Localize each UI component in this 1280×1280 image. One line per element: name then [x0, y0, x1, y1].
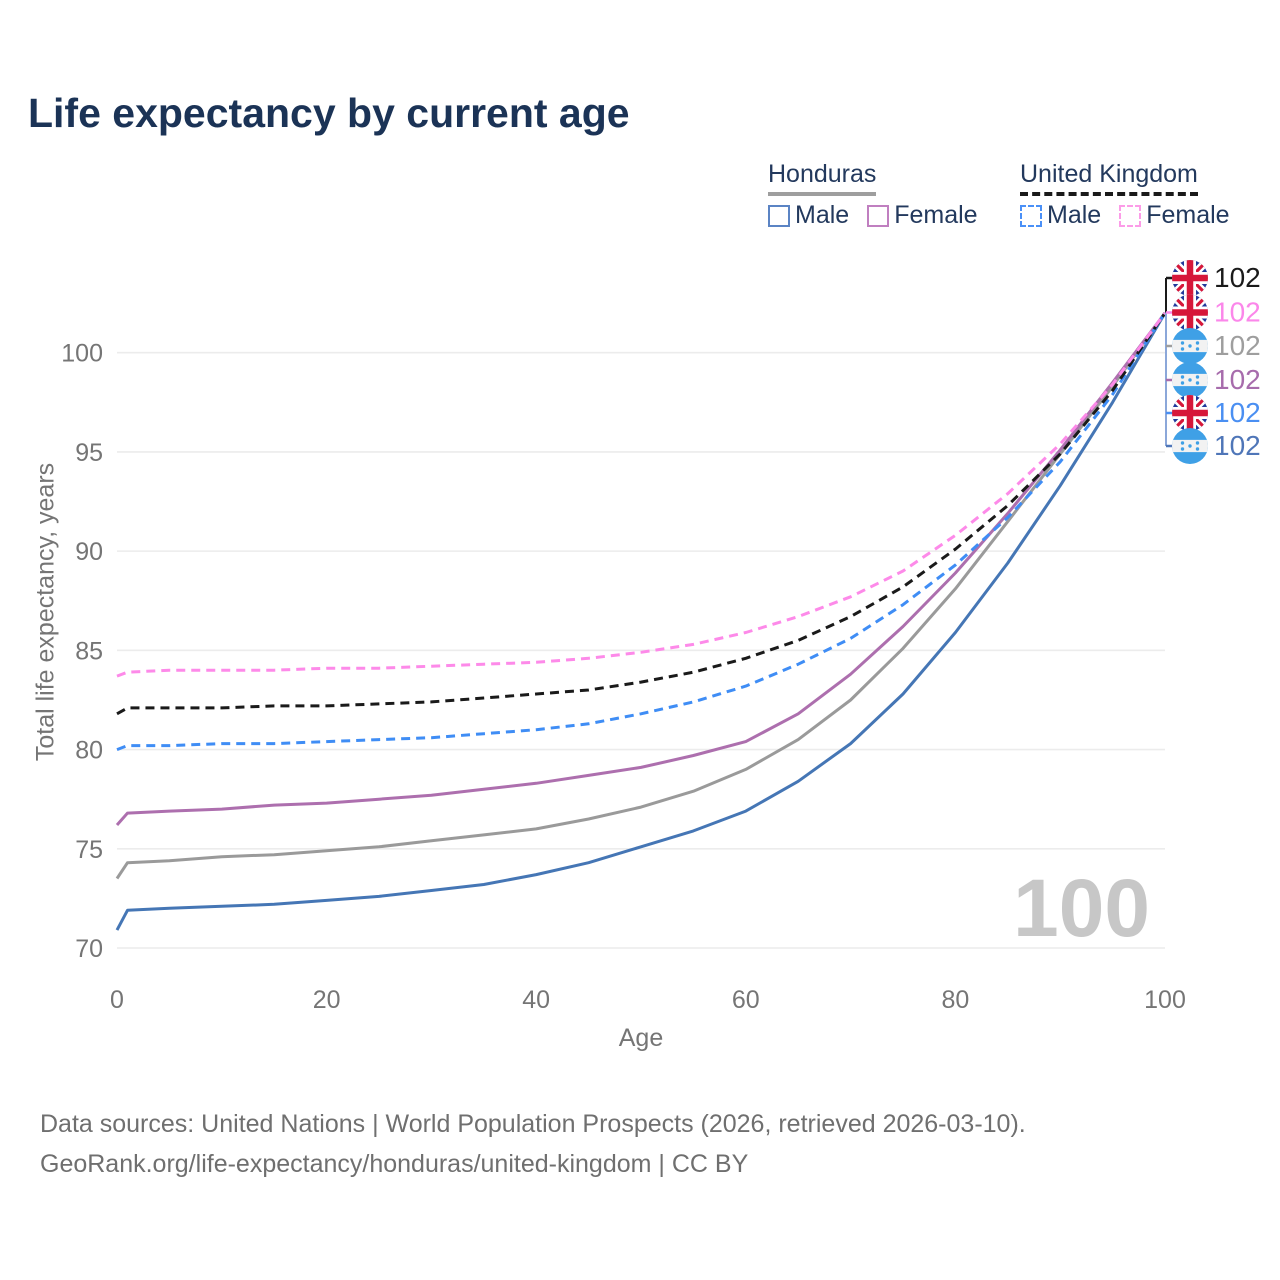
series-line-hn_total[interactable] — [115, 312, 1167, 880]
uk-flag-icon — [1172, 260, 1208, 296]
y-tick-label-75: 75 — [75, 836, 103, 864]
data-sources-line: Data sources: United Nations | World Pop… — [40, 1110, 1026, 1138]
y-tick-label-70: 70 — [75, 935, 103, 963]
y-tick-label-95: 95 — [75, 439, 103, 467]
honduras-flag-icon — [1172, 328, 1208, 364]
end-value-label-hn_female: 102 — [1214, 364, 1261, 395]
honduras-male-swatch-icon — [768, 204, 790, 227]
end-value-label-hn_total: 102 — [1214, 330, 1261, 361]
footer: Data sources: United Nations | World Pop… — [40, 1104, 1026, 1184]
series-line-uk_total[interactable] — [116, 312, 1167, 716]
end-value-label-uk_female: 102 — [1214, 297, 1261, 328]
end-value-label-hn_male: 102 — [1214, 430, 1261, 461]
series-line-hn_female[interactable] — [115, 312, 1167, 826]
legend-item-honduras-female[interactable]: Female — [867, 201, 978, 230]
series-line-hn_male[interactable] — [115, 312, 1167, 931]
y-axis-title: Total life expectancy, years — [31, 462, 60, 762]
legend-honduras-female-label: Female — [894, 201, 978, 229]
legend-item-uk-male[interactable]: Male — [1020, 201, 1101, 230]
x-tick-label-60: 60 — [732, 986, 760, 1014]
series-line-uk_male[interactable] — [116, 312, 1167, 752]
x-tick-label-20: 20 — [313, 986, 341, 1014]
legend-united-kingdom-title: United Kingdom — [1020, 160, 1198, 196]
legend-uk-female-label: Female — [1146, 201, 1230, 229]
x-tick-label-0: 0 — [110, 986, 124, 1014]
y-tick-label-80: 80 — [75, 737, 103, 765]
honduras-flag-icon — [1172, 362, 1208, 398]
uk-male-swatch-icon — [1020, 204, 1042, 227]
y-tick-label-90: 90 — [75, 538, 103, 566]
uk-female-swatch-icon — [1119, 204, 1142, 227]
legend-item-uk-female[interactable]: Female — [1119, 201, 1230, 230]
legend-group-united-kingdom: United Kingdom Male Female — [1020, 160, 1230, 230]
y-tick-label-100: 100 — [61, 340, 103, 368]
x-tick-label-80: 80 — [941, 986, 969, 1014]
y-tick-label-85: 85 — [75, 637, 103, 665]
legend-honduras-male-label: Male — [795, 201, 850, 229]
page-title: Life expectancy by current age — [28, 90, 630, 136]
end-value-label-uk_male: 102 — [1214, 397, 1261, 428]
honduras-flag-icon — [1172, 428, 1208, 464]
attribution-line: GeoRank.org/life-expectancy/honduras/uni… — [40, 1150, 749, 1178]
legend-item-honduras-male[interactable]: Male — [768, 201, 849, 230]
x-axis-title: Age — [618, 1024, 664, 1052]
current-age-indicator: 100 — [1013, 863, 1150, 954]
uk-flag-icon — [1172, 395, 1208, 431]
legend-uk-male-label: Male — [1047, 201, 1102, 229]
series-line-uk_female[interactable] — [116, 312, 1167, 678]
uk-flag-icon — [1172, 294, 1208, 331]
legend-group-honduras: Honduras Male Female — [768, 160, 978, 230]
end-value-label-uk_total: 102 — [1214, 262, 1261, 293]
x-tick-label-40: 40 — [522, 986, 550, 1014]
legend-honduras-title: Honduras — [768, 160, 877, 196]
honduras-female-swatch-icon — [867, 204, 890, 227]
x-tick-label-100: 100 — [1144, 986, 1186, 1014]
